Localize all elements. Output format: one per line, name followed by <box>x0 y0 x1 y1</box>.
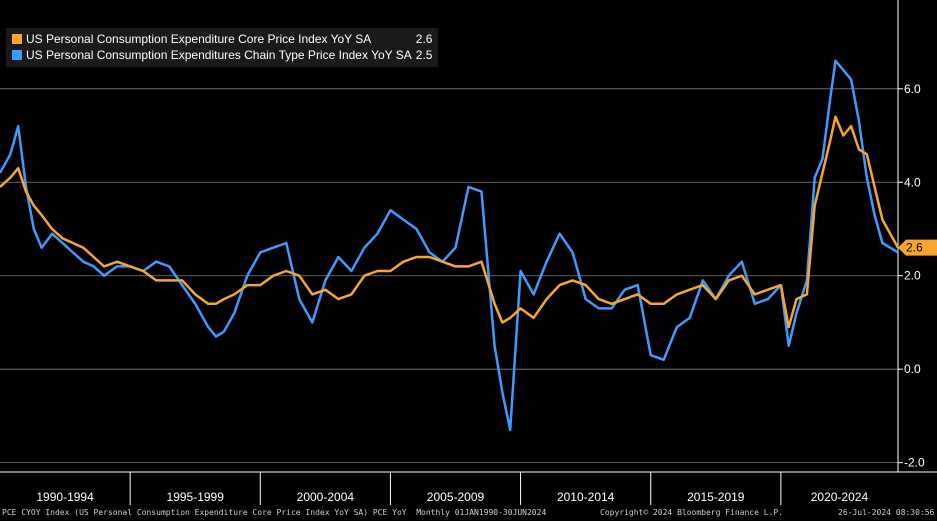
legend-label-headline: US Personal Consumption Expenditures Cha… <box>26 48 412 62</box>
legend-label-core: US Personal Consumption Expenditure Core… <box>26 32 372 46</box>
footer-timestamp: 26-Jul-2024 08:30:56 <box>838 508 935 517</box>
gridlines <box>0 88 898 464</box>
y-tick-label: -2.0 <box>904 456 925 470</box>
legend-swatch-headline <box>12 50 22 60</box>
series-line-core-pce <box>0 115 900 329</box>
y-tick-label: 4.0 <box>904 175 921 189</box>
last-value-badge: 2.6 <box>898 239 937 256</box>
last-value-label: 2.6 <box>906 241 923 255</box>
x-tick-label: 2010-2014 <box>557 490 615 504</box>
x-tick-label: 2005-2009 <box>427 490 485 504</box>
x-tick-label: 2015-2019 <box>687 490 745 504</box>
series-line-headline-pce <box>0 59 899 432</box>
footer-bar: PCE CYOY Index (US Personal Consumption … <box>0 505 937 521</box>
legend-swatch-core <box>12 34 22 44</box>
legend-item-headline: US Personal Consumption Expenditures Cha… <box>12 47 432 63</box>
chart-legend: US Personal Consumption Expenditure Core… <box>6 28 439 67</box>
y-axis: 6.0 4.0 2.0 0.0 -2.0 <box>898 82 925 470</box>
x-tick-label: 1990-1994 <box>36 490 94 504</box>
y-tick-label: 6.0 <box>904 82 921 96</box>
y-tick-label: 0.0 <box>904 362 921 376</box>
series-lines <box>0 59 900 432</box>
x-tick-label: 2000-2004 <box>297 490 355 504</box>
legend-value-headline: 2.5 <box>415 48 433 62</box>
footer-index-description: PCE CYOY Index (US Personal Consumption … <box>2 508 547 517</box>
x-axis: 1990-1994 1995-1999 2000-2004 2005-2009 2010… <box>0 471 937 505</box>
y-tick-label: 2.0 <box>904 269 921 283</box>
footer-copyright: Copyright© 2024 Bloomberg Finance L.P. <box>600 508 784 517</box>
x-tick-label: 1995-1999 <box>167 490 225 504</box>
legend-item-core: US Personal Consumption Expenditure Core… <box>12 31 432 47</box>
x-tick-label: 2020-2024 <box>811 490 869 504</box>
legend-value-core: 2.6 <box>415 32 433 46</box>
last-value-badge-shape <box>898 239 937 256</box>
